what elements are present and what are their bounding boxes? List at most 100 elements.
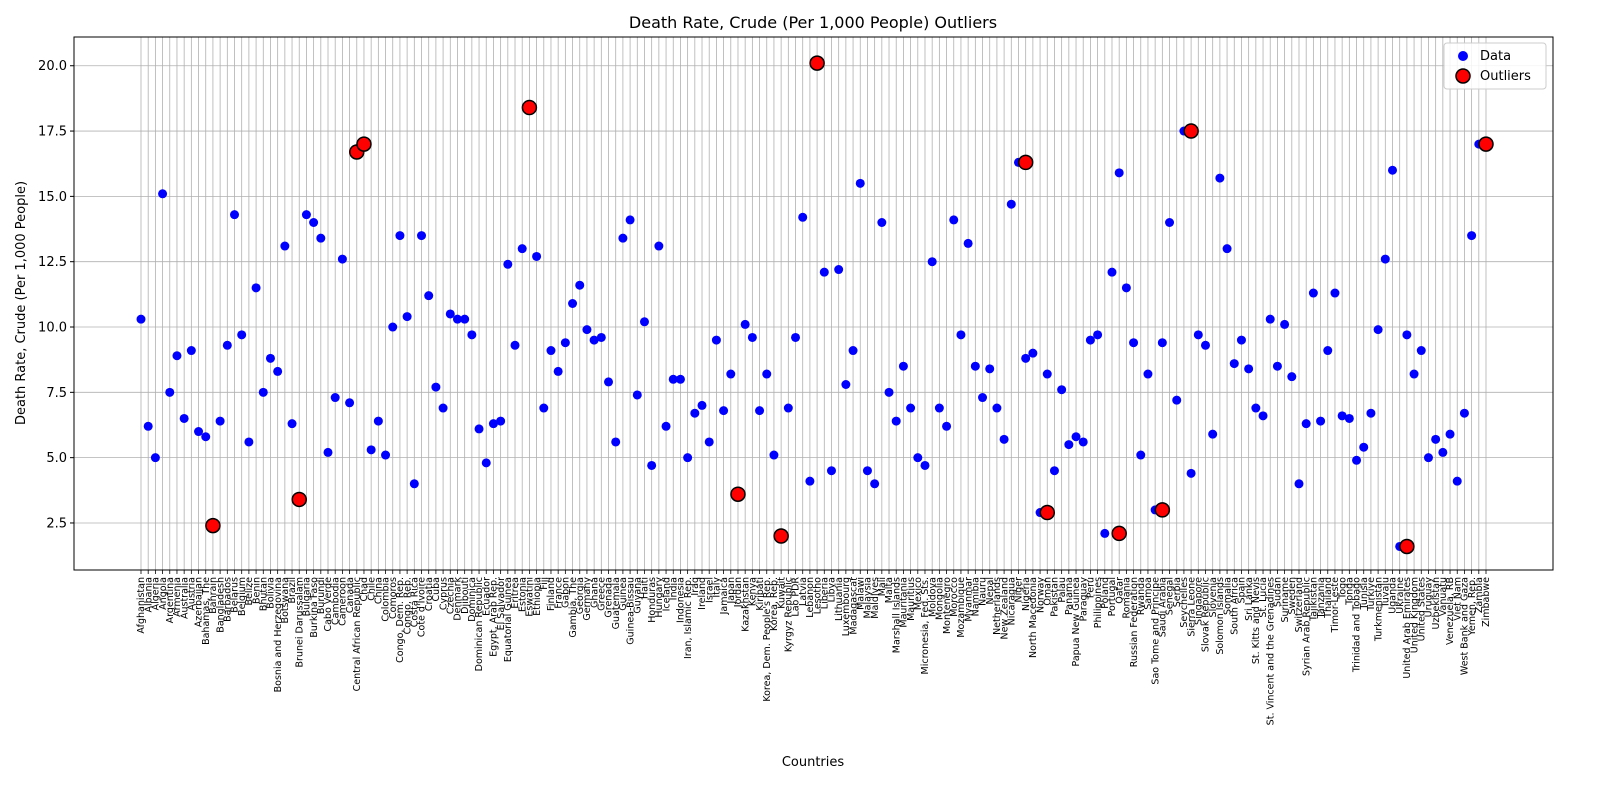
x-tick-label: Oman: [1042, 577, 1053, 606]
data-point: [136, 314, 146, 324]
data-point: [791, 332, 801, 342]
x-tick-label: Norway: [1035, 577, 1046, 613]
data-points: [136, 55, 1494, 555]
data-point: [539, 403, 549, 413]
data-point: [373, 416, 383, 426]
x-tick-label: Romania: [1122, 577, 1133, 619]
data-point: [424, 291, 434, 301]
outlier-point: [1478, 136, 1494, 152]
data-point: [999, 434, 1009, 444]
data-point: [927, 257, 937, 267]
x-tick-label: Montenegro: [942, 577, 953, 634]
x-tick-label: Colombia: [381, 577, 392, 622]
x-tick-label: Bhutan: [258, 577, 269, 611]
data-point: [165, 387, 175, 397]
x-tick-label: Eswatini: [525, 577, 536, 617]
data-point: [488, 419, 498, 429]
data-point: [143, 421, 153, 431]
outlier-point: [1154, 502, 1171, 518]
data-point: [1366, 408, 1376, 418]
x-tick-label: Nicaragua: [1006, 577, 1017, 625]
x-tick-label: Jordan: [733, 577, 744, 608]
x-tick-label: Costa Rica: [410, 577, 421, 627]
x-tick-label: Burundi: [316, 577, 327, 614]
x-tick-label: Singapore: [1193, 577, 1204, 625]
x-tick-label: Eritrea: [510, 577, 521, 609]
data-point: [704, 437, 714, 447]
data-point: [755, 406, 765, 416]
x-tick-label: Tunisia: [1359, 577, 1370, 610]
data-point: [532, 251, 542, 261]
x-tick-label: Finland: [546, 577, 557, 611]
data-point: [862, 466, 872, 476]
y-tick-label: 10.0: [38, 321, 67, 336]
data-point: [805, 476, 815, 486]
x-tick-label: Brazil: [287, 577, 298, 604]
data-point: [1431, 434, 1441, 444]
x-tick-label: Madagascar: [848, 577, 859, 635]
x-tick-label: Australia: [179, 577, 190, 619]
x-tick-label: Paraguay: [1078, 577, 1089, 622]
x-tick-label: Senegal: [1165, 577, 1176, 615]
x-tick-label: Solomon Islands: [1215, 577, 1226, 655]
x-tick-label: Comoros: [388, 577, 399, 619]
x-tick-label: Chile: [366, 577, 377, 601]
x-tick-label: Yemen, Rep.: [1467, 577, 1478, 637]
outlier-point: [1399, 538, 1415, 555]
data-point: [1344, 413, 1354, 423]
x-tick-label: Cyprus: [438, 577, 449, 610]
x-tick-label: Angola: [158, 577, 169, 610]
data-point: [1287, 372, 1297, 382]
data-point: [783, 403, 793, 413]
data-point: [215, 416, 225, 426]
data-point: [517, 244, 527, 254]
x-tick-label: Argentina: [165, 577, 176, 623]
data-point: [496, 416, 506, 426]
data-point: [230, 210, 240, 220]
x-tick-label: Luxembourg: [841, 577, 852, 636]
x-tick-label: Turkmenistan: [1373, 577, 1384, 642]
data-point: [1078, 437, 1088, 447]
data-point: [323, 447, 333, 457]
data-point: [1042, 369, 1052, 379]
x-tick-label: China: [374, 577, 385, 604]
x-tick-label: Canada: [345, 577, 356, 613]
x-tick-label: Marshall Islands: [891, 577, 902, 653]
x-tick-label: Estonia: [517, 577, 528, 612]
x-tick-label: Ukraine: [1395, 577, 1406, 614]
data-point: [194, 427, 204, 437]
x-tick-label: Switzerland: [1294, 577, 1305, 632]
data-point: [1021, 353, 1031, 363]
data-point: [632, 390, 642, 400]
data-point: [1323, 346, 1333, 356]
x-tick-label: Malaysia: [863, 577, 874, 619]
x-tick-label: Czechia: [445, 577, 456, 614]
x-tick-label: Sierra Leone: [1186, 577, 1197, 637]
x-tick-label: Cambodia: [330, 577, 341, 625]
x-tick-label: Netherlands: [992, 577, 1003, 635]
outlier-point: [205, 517, 221, 534]
data-point: [920, 460, 930, 470]
data-point: [1409, 369, 1419, 379]
x-tick-label: Iceland: [661, 577, 672, 611]
data-point: [1359, 442, 1369, 452]
data-point: [611, 437, 621, 447]
data-point: [251, 283, 261, 293]
x-tick-label: Albania: [143, 577, 154, 612]
x-tick-label: Malawi: [855, 577, 866, 610]
data-point: [172, 351, 182, 361]
x-tick-label: New Zealand: [999, 577, 1010, 639]
data-point: [690, 408, 700, 418]
x-tick-label: Korea, Rep.: [769, 577, 780, 631]
data-point: [1272, 361, 1282, 371]
data-point: [553, 366, 563, 376]
x-tick-label: Syrian Arab Republic: [1301, 577, 1312, 676]
data-point: [963, 238, 973, 248]
x-tick-label: Haiti: [640, 577, 651, 599]
data-point: [618, 233, 628, 243]
data-point: [697, 400, 707, 410]
x-tick-label: Greece: [597, 577, 608, 611]
data-point: [1222, 244, 1232, 254]
x-tick-label: Morocco: [949, 577, 960, 617]
data-point: [855, 178, 865, 188]
